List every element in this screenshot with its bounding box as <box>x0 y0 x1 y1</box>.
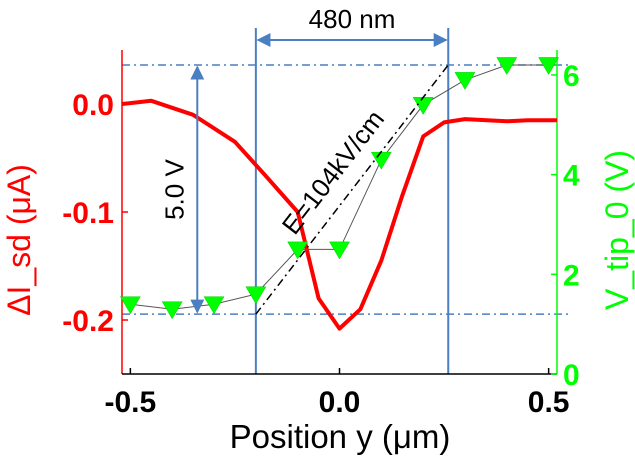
x-axis-label: Position y (μm) <box>230 418 451 455</box>
voltage-point <box>496 57 518 75</box>
voltage-point <box>287 241 309 260</box>
annotations: 480 nm 5.0 V E=104kV/cm <box>159 4 449 315</box>
width-label: 480 nm <box>309 4 396 34</box>
reference-lines <box>122 28 572 374</box>
voltage-point <box>454 72 476 90</box>
left-tick-label: -0.1 <box>62 197 114 230</box>
left-tick-label: -0.2 <box>62 305 114 338</box>
voltage-point <box>119 296 141 315</box>
y-axis-label-right: V_tip_0 (V) <box>599 150 635 310</box>
voltage-point <box>412 97 434 115</box>
tick-labels: 0.0 -0.1 -0.2 0 2 4 6 -0.5 0.0 0.5 <box>62 60 580 419</box>
x-tick-label: -0.5 <box>105 386 157 419</box>
voltage-point <box>203 296 225 315</box>
right-tick-label: 0 <box>563 359 580 392</box>
right-tick-label: 4 <box>563 160 580 193</box>
voltage-point <box>245 286 267 305</box>
x-tick-label: 0.5 <box>528 386 570 419</box>
voltage-point <box>538 57 560 75</box>
voltage-point <box>329 241 350 260</box>
right-tick-label: 6 <box>563 60 580 93</box>
voltage-label: 5.0 V <box>159 159 189 220</box>
x-tick-label: 0.0 <box>319 386 361 419</box>
current-series <box>121 98 557 331</box>
y-axis-label-left: ΔI_sd (μA) <box>1 164 37 316</box>
current-line <box>121 98 557 331</box>
left-tick-label: 0.0 <box>72 89 114 122</box>
field-line <box>255 64 449 315</box>
voltage-series <box>119 57 560 320</box>
voltage-point <box>161 301 183 320</box>
right-tick-label: 2 <box>563 259 580 292</box>
field-label: E=104kV/cm <box>276 104 390 240</box>
